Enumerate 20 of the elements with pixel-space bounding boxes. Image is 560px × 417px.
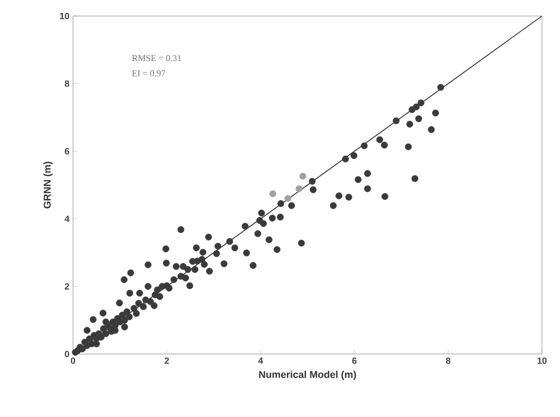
y-tick-label: 10 [60, 12, 70, 20]
x-tick-label: 6 [352, 358, 357, 364]
x-axis-title: Numerical Model (m) [259, 370, 356, 380]
y-tick-label: 4 [64, 216, 70, 222]
point [299, 172, 306, 180]
annotation: RMSE = 0.31 [132, 55, 181, 62]
x-tick-label: 2 [164, 358, 169, 364]
y-axis-title: GRNN (m) [43, 162, 53, 208]
annotation: EI = 0.97 [132, 70, 166, 76]
point [269, 190, 276, 198]
y-tick-label: 6 [64, 148, 70, 154]
x-tick-label: 8 [446, 358, 450, 364]
x-tick-label: 10 [538, 358, 547, 364]
point [284, 195, 292, 202]
x-tick-label: 4 [258, 358, 264, 364]
y-tick-label: 2 [64, 283, 70, 290]
point [296, 185, 302, 192]
y-tick-label: 8 [64, 80, 70, 87]
y-tick-label: 0 [64, 350, 70, 358]
x-tick-label: 0 [70, 358, 76, 364]
